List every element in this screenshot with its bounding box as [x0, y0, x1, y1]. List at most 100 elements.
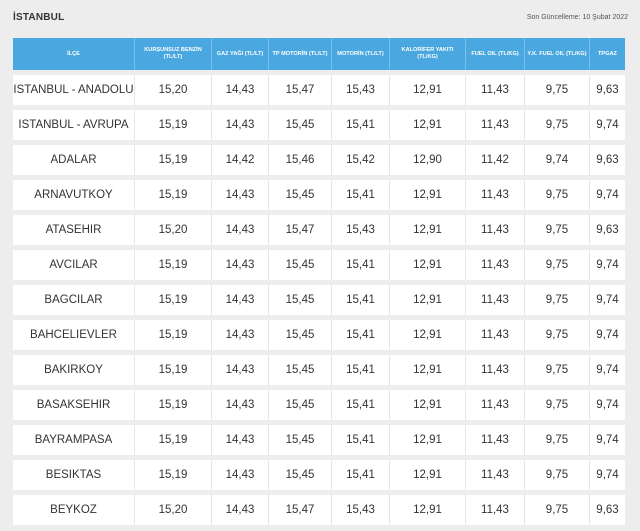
table-row: BASAKSEHIR 15,19 14,43 15,45 15,41 12,91 11,43… [13, 390, 625, 420]
cell-fuel-oil: 11,43 [466, 75, 525, 105]
cell-tp-diesel: 15,45 [269, 285, 332, 315]
cell-diesel: 15,42 [332, 145, 390, 175]
cell-lpg: 9,74 [590, 180, 625, 210]
cell-diesel: 15,41 [332, 320, 390, 350]
cell-tp-diesel: 15,47 [269, 215, 332, 245]
cell-diesel: 15,41 [332, 390, 390, 420]
column-header-fuel-oil: FUEL OIL (TL/KG) [466, 38, 525, 70]
cell-hs-fuel-oil: 9,75 [525, 110, 590, 140]
cell-hs-fuel-oil: 9,75 [525, 495, 590, 525]
cell-heating-fuel: 12,91 [390, 180, 466, 210]
fuel-price-table-container: İLÇE KURŞUNSUZ BENZİN (TL/LT) GAZ YAĞI (… [13, 38, 625, 530]
cell-hs-fuel-oil: 9,75 [525, 320, 590, 350]
cell-kerosene: 14,43 [212, 425, 269, 455]
cell-hs-fuel-oil: 9,75 [525, 180, 590, 210]
table-header: İLÇE KURŞUNSUZ BENZİN (TL/LT) GAZ YAĞI (… [13, 38, 625, 70]
cell-hs-fuel-oil: 9,75 [525, 460, 590, 490]
cell-fuel-oil: 11,43 [466, 110, 525, 140]
cell-kerosene: 14,43 [212, 320, 269, 350]
column-header-heating-fuel: KALORİFER YAKITI (TL/KG) [390, 38, 466, 70]
cell-tp-diesel: 15,45 [269, 180, 332, 210]
cell-heating-fuel: 12,91 [390, 495, 466, 525]
cell-kerosene: 14,43 [212, 75, 269, 105]
cell-tp-diesel: 15,47 [269, 75, 332, 105]
cell-hs-fuel-oil: 9,75 [525, 355, 590, 385]
cell-lpg: 9,74 [590, 320, 625, 350]
cell-kerosene: 14,43 [212, 215, 269, 245]
cell-heating-fuel: 12,90 [390, 145, 466, 175]
cell-heating-fuel: 12,91 [390, 320, 466, 350]
column-header-lpg: TPGAZ [590, 38, 625, 70]
cell-kerosene: 14,43 [212, 495, 269, 525]
cell-heating-fuel: 12,91 [390, 390, 466, 420]
cell-fuel-oil: 11,43 [466, 355, 525, 385]
column-header-kerosene: GAZ YAĞI (TL/LT) [212, 38, 269, 70]
cell-fuel-oil: 11,43 [466, 285, 525, 315]
cell-unleaded-gasoline: 15,19 [135, 145, 212, 175]
cell-lpg: 9,63 [590, 75, 625, 105]
cell-district: ISTANBUL - AVRUPA [13, 110, 135, 140]
cell-tp-diesel: 15,45 [269, 355, 332, 385]
cell-district: ADALAR [13, 145, 135, 175]
fuel-price-table: İLÇE KURŞUNSUZ BENZİN (TL/LT) GAZ YAĞI (… [13, 33, 625, 530]
cell-diesel: 15,41 [332, 355, 390, 385]
cell-unleaded-gasoline: 15,19 [135, 460, 212, 490]
cell-hs-fuel-oil: 9,75 [525, 390, 590, 420]
cell-district: BASAKSEHIR [13, 390, 135, 420]
cell-district: BAGCILAR [13, 285, 135, 315]
cell-lpg: 9,74 [590, 355, 625, 385]
cell-unleaded-gasoline: 15,19 [135, 320, 212, 350]
table-row: ATASEHIR 15,20 14,43 15,47 15,43 12,91 11,43 9,… [13, 215, 625, 245]
cell-diesel: 15,41 [332, 460, 390, 490]
cell-kerosene: 14,42 [212, 145, 269, 175]
cell-district: BESIKTAS [13, 460, 135, 490]
cell-diesel: 15,41 [332, 110, 390, 140]
column-header-tp-diesel: TP MOTORİN (TL/LT) [269, 38, 332, 70]
column-header-hs-fuel-oil: Y.K. FUEL OIL (TL/KG) [525, 38, 590, 70]
cell-unleaded-gasoline: 15,19 [135, 180, 212, 210]
cell-kerosene: 14,43 [212, 355, 269, 385]
table-row: AVCILAR 15,19 14,43 15,45 15,41 12,91 11,43 9,7… [13, 250, 625, 280]
cell-fuel-oil: 11,43 [466, 250, 525, 280]
column-header-unleaded-gasoline: KURŞUNSUZ BENZİN (TL/LT) [135, 38, 212, 70]
cell-fuel-oil: 11,43 [466, 180, 525, 210]
cell-unleaded-gasoline: 15,19 [135, 285, 212, 315]
cell-tp-diesel: 15,45 [269, 320, 332, 350]
table-row: BAYRAMPASA 15,19 14,43 15,45 15,41 12,91 11,43… [13, 425, 625, 455]
cell-tp-diesel: 15,45 [269, 390, 332, 420]
cell-kerosene: 14,43 [212, 250, 269, 280]
cell-unleaded-gasoline: 15,20 [135, 215, 212, 245]
cell-heating-fuel: 12,91 [390, 75, 466, 105]
cell-diesel: 15,41 [332, 285, 390, 315]
cell-kerosene: 14,43 [212, 285, 269, 315]
cell-hs-fuel-oil: 9,75 [525, 75, 590, 105]
cell-district: AVCILAR [13, 250, 135, 280]
cell-fuel-oil: 11,43 [466, 425, 525, 455]
cell-kerosene: 14,43 [212, 180, 269, 210]
table-row: BAKIRKOY 15,19 14,43 15,45 15,41 12,91 11,43 9,… [13, 355, 625, 385]
cell-heating-fuel: 12,91 [390, 215, 466, 245]
cell-hs-fuel-oil: 9,75 [525, 250, 590, 280]
cell-tp-diesel: 15,45 [269, 425, 332, 455]
cell-lpg: 9,74 [590, 110, 625, 140]
cell-heating-fuel: 12,91 [390, 460, 466, 490]
cell-district: BAKIRKOY [13, 355, 135, 385]
cell-district: BAHCELIEVLER [13, 320, 135, 350]
cell-lpg: 9,74 [590, 460, 625, 490]
header-row: İLÇE KURŞUNSUZ BENZİN (TL/LT) GAZ YAĞI (… [13, 38, 625, 70]
page-title: İSTANBUL [13, 11, 65, 23]
table-row: BESIKTAS 15,19 14,43 15,45 15,41 12,91 11,43 9,… [13, 460, 625, 490]
table-row: ISTANBUL - AVRUPA 15,19 14,43 15,45 15,41 12,… [13, 110, 625, 140]
cell-district: ATASEHIR [13, 215, 135, 245]
cell-diesel: 15,41 [332, 425, 390, 455]
cell-heating-fuel: 12,91 [390, 425, 466, 455]
page-header: İSTANBUL Son Güncelleme: 10 Şubat 2022 [0, 0, 640, 34]
cell-diesel: 15,43 [332, 75, 390, 105]
table-body: ISTANBUL - ANADOLU 15,20 14,43 15,47 15,43 12… [13, 75, 625, 525]
table-row: ISTANBUL - ANADOLU 15,20 14,43 15,47 15,43 12… [13, 75, 625, 105]
cell-tp-diesel: 15,45 [269, 110, 332, 140]
cell-fuel-oil: 11,43 [466, 215, 525, 245]
cell-fuel-oil: 11,43 [466, 390, 525, 420]
cell-hs-fuel-oil: 9,75 [525, 285, 590, 315]
cell-heating-fuel: 12,91 [390, 285, 466, 315]
